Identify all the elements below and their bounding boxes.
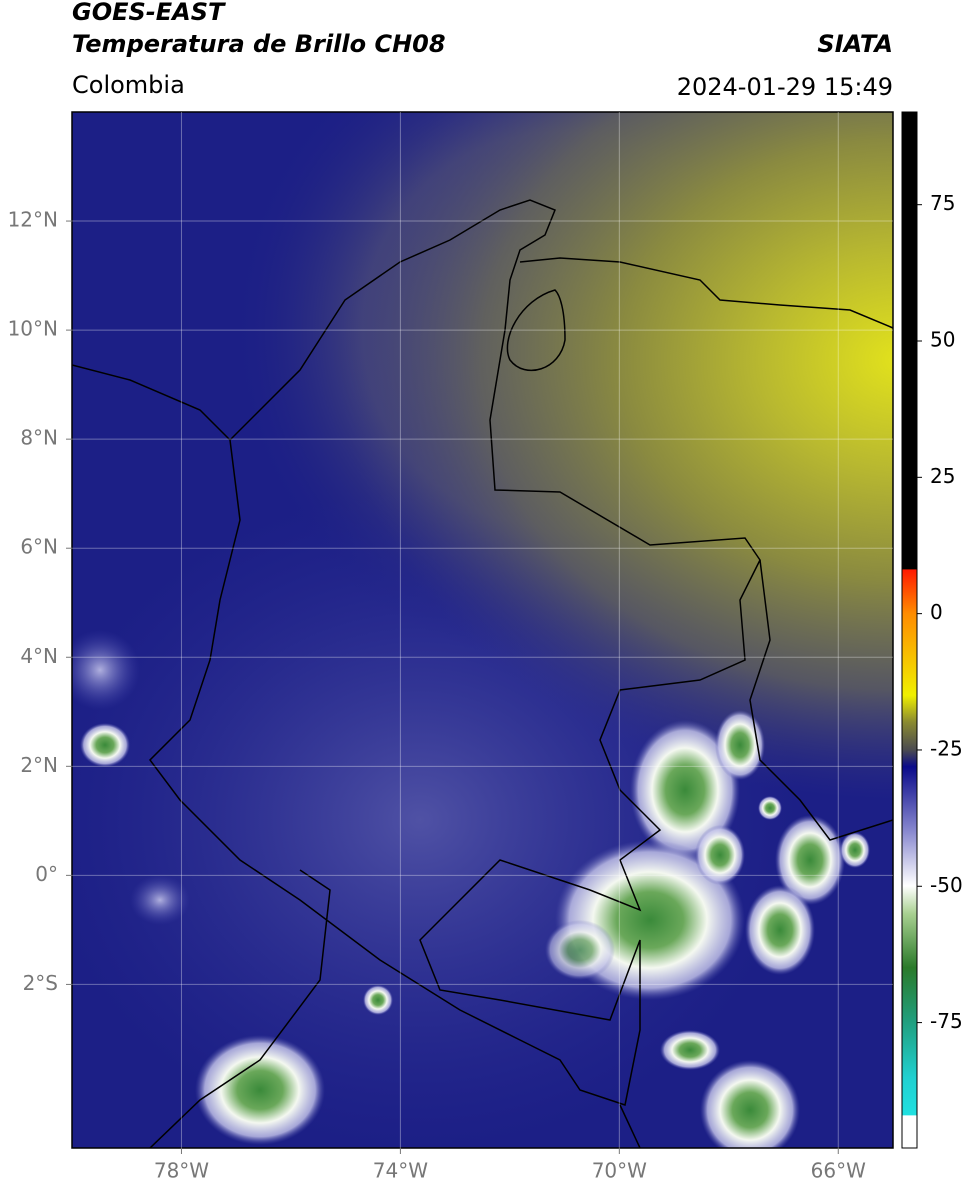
- x-tick-label: 66°W: [811, 1159, 866, 1183]
- colorbar-tick-label: 0: [930, 600, 943, 624]
- y-tick-label: 6°N: [20, 535, 58, 559]
- colorbar-tick-label: -25: [930, 736, 963, 760]
- y-tick-label: 8°N: [20, 426, 58, 450]
- y-tick-label: 2°S: [23, 971, 58, 995]
- x-tick-label: 70°W: [592, 1159, 647, 1183]
- satellite-image: [72, 112, 893, 1148]
- borders: [72, 199, 893, 1148]
- source-label: SIATA: [817, 30, 893, 58]
- y-tick-label: 4°N: [20, 644, 58, 668]
- colorbar-tick-label: -50: [930, 873, 963, 897]
- colorbar-tick-label: 75: [930, 191, 955, 215]
- y-tick-label: 12°N: [8, 208, 58, 232]
- product-title: Temperatura de Brillo CH08: [72, 30, 446, 58]
- x-tick-label: 74°W: [373, 1159, 428, 1183]
- y-tick-label: 2°N: [20, 753, 58, 777]
- colorbar-tick-label: -75: [930, 1009, 963, 1033]
- satellite-title: GOES-EAST: [72, 0, 226, 26]
- datetime-label: 2024-01-29 15:49: [677, 73, 893, 101]
- graticule: [72, 112, 893, 1148]
- colorbar: [901, 111, 918, 1149]
- colorbar-tick-label: 25: [930, 464, 955, 488]
- map-frame: [71, 111, 894, 1149]
- colorbar-tick-label: 50: [930, 328, 955, 352]
- y-tick-label: 0°: [35, 862, 58, 886]
- region-label: Colombia: [72, 71, 185, 99]
- clouds: [72, 630, 870, 1148]
- dry-area: [340, 112, 893, 800]
- y-tick-label: 10°N: [8, 317, 58, 341]
- x-tick-label: 78°W: [154, 1159, 209, 1183]
